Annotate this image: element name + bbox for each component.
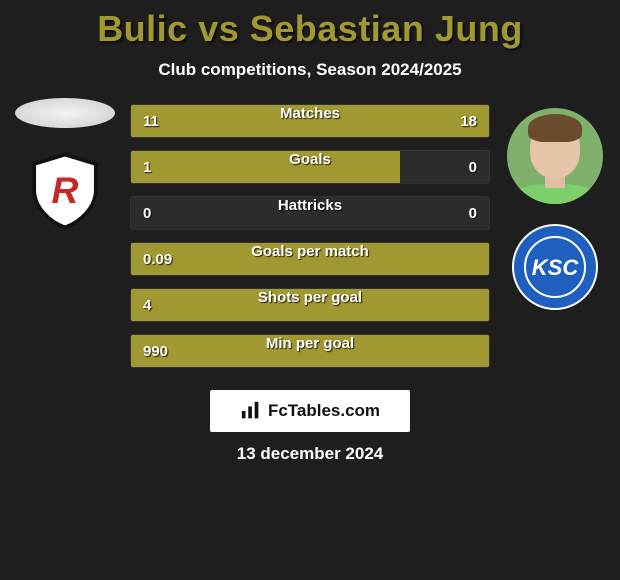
content-area: R Matches1118Goals10Hattricks00Goals per… (0, 98, 620, 374)
stat-value-right: 0 (469, 159, 477, 176)
stat-value-left: 0 (143, 205, 151, 222)
shield-icon: R (23, 149, 107, 233)
stat-values: 10 (131, 151, 489, 183)
stat-value-right: 18 (460, 113, 477, 130)
stat-rows: Matches1118Goals10Hattricks00Goals per m… (130, 98, 490, 374)
stat-values: 990 (131, 335, 489, 367)
source-text: FcTables.com (268, 401, 380, 421)
stat-row: Matches1118 (130, 104, 490, 138)
player-avatar-right (507, 108, 603, 204)
stat-value-left: 11 (143, 113, 159, 130)
stat-value-left: 990 (143, 343, 168, 360)
date-text: 13 december 2024 (0, 444, 620, 464)
stat-row: Min per goal990 (130, 334, 490, 368)
stat-values: 4 (131, 289, 489, 321)
circle-badge-icon: KSC (510, 222, 600, 312)
player-avatar-left (15, 98, 115, 128)
left-column: R (0, 98, 130, 236)
badge-text: KSC (532, 255, 580, 280)
stat-values: 11 18 (131, 105, 489, 137)
team-crest-left: R (20, 146, 110, 236)
stat-value-left: 4 (143, 297, 151, 314)
stat-row: Shots per goal4 (130, 288, 490, 322)
stat-value-left: 0.09 (143, 251, 172, 268)
stat-row: Hattricks00 (130, 196, 490, 230)
page-title: Bulic vs Sebastian Jung (0, 0, 620, 50)
stat-value-right: 0 (469, 205, 477, 222)
stat-values: 0.09 (131, 243, 489, 275)
stat-row: Goals per match0.09 (130, 242, 490, 276)
crest-letter: R (52, 169, 79, 211)
stat-value-left: 1 (143, 159, 151, 176)
stat-row: Goals10 (130, 150, 490, 184)
team-crest-right: KSC (510, 222, 600, 312)
comparison-widget: Bulic vs Sebastian Jung Club competition… (0, 0, 620, 580)
bars-icon (240, 400, 262, 422)
source-badge: FcTables.com (210, 390, 410, 432)
page-subtitle: Club competitions, Season 2024/2025 (0, 60, 620, 80)
avatar-hair (528, 114, 582, 142)
right-column: KSC (490, 98, 620, 312)
stat-values: 00 (131, 197, 489, 229)
